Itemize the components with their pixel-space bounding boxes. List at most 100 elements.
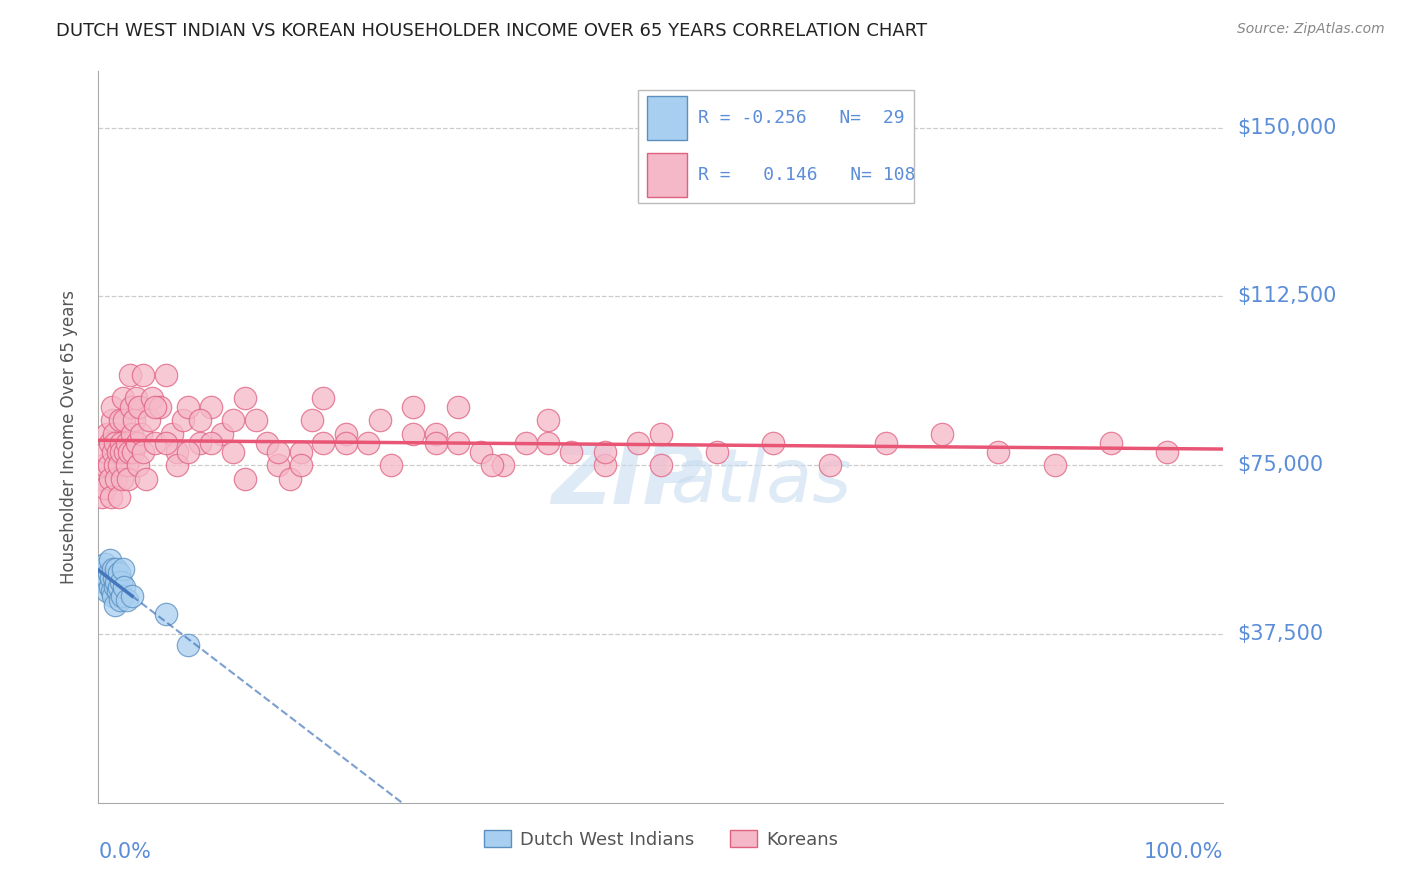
Point	[267, 444, 290, 458]
Point	[117, 472, 139, 486]
Point	[96, 571, 118, 585]
Point	[98, 435, 121, 450]
Point	[121, 589, 143, 603]
Text: R = -0.256   N=  29: R = -0.256 N= 29	[697, 109, 904, 127]
Point	[132, 368, 155, 383]
Point	[593, 444, 616, 458]
Point	[112, 580, 135, 594]
Point	[98, 580, 121, 594]
Point	[143, 400, 166, 414]
Point	[115, 593, 138, 607]
Point	[94, 481, 117, 495]
Text: $150,000: $150,000	[1237, 118, 1337, 137]
Point	[762, 435, 785, 450]
Point	[149, 400, 172, 414]
Point	[188, 435, 211, 450]
Point	[335, 426, 357, 441]
Text: ZIP: ZIP	[551, 441, 703, 522]
Point	[93, 575, 115, 590]
Point	[492, 458, 515, 473]
FancyBboxPatch shape	[638, 90, 914, 203]
Point	[128, 400, 150, 414]
Point	[125, 435, 148, 450]
Point	[105, 562, 128, 576]
Point	[96, 426, 118, 441]
Point	[112, 413, 135, 427]
Point	[560, 444, 582, 458]
Text: R =   0.146   N= 108: R = 0.146 N= 108	[697, 166, 915, 184]
Point	[172, 413, 194, 427]
Point	[108, 593, 131, 607]
Point	[114, 444, 136, 458]
Point	[91, 472, 114, 486]
Point	[104, 580, 127, 594]
Point	[101, 584, 124, 599]
Point	[97, 566, 120, 581]
Point	[124, 391, 146, 405]
Point	[312, 391, 335, 405]
Point	[101, 562, 124, 576]
Point	[101, 444, 124, 458]
Point	[200, 400, 222, 414]
Point	[112, 391, 135, 405]
Text: DUTCH WEST INDIAN VS KOREAN HOUSEHOLDER INCOME OVER 65 YEARS CORRELATION CHART: DUTCH WEST INDIAN VS KOREAN HOUSEHOLDER …	[56, 22, 928, 40]
Point	[627, 435, 650, 450]
Point	[96, 444, 118, 458]
Point	[155, 435, 177, 450]
Point	[481, 458, 503, 473]
Point	[290, 458, 312, 473]
Point	[110, 435, 132, 450]
Point	[166, 458, 188, 473]
Point	[177, 444, 200, 458]
Point	[233, 472, 256, 486]
Point	[105, 575, 128, 590]
Point	[470, 444, 492, 458]
Point	[122, 444, 145, 458]
Point	[380, 458, 402, 473]
Legend: Dutch West Indians, Koreans: Dutch West Indians, Koreans	[477, 823, 845, 856]
Text: $112,500: $112,500	[1237, 286, 1337, 307]
Point	[101, 589, 124, 603]
Point	[447, 435, 470, 450]
Point	[107, 490, 129, 504]
Point	[256, 435, 278, 450]
Point	[301, 413, 323, 427]
Point	[107, 580, 129, 594]
Point	[104, 598, 127, 612]
Text: $37,500: $37,500	[1237, 624, 1323, 644]
Point	[335, 435, 357, 450]
Point	[222, 413, 245, 427]
Point	[537, 413, 560, 427]
FancyBboxPatch shape	[647, 96, 686, 140]
Point	[132, 444, 155, 458]
Point	[104, 458, 127, 473]
Point	[211, 426, 233, 441]
Point	[120, 400, 142, 414]
Point	[100, 490, 122, 504]
Point	[155, 607, 177, 621]
Point	[987, 444, 1010, 458]
Point	[98, 553, 121, 567]
Point	[138, 413, 160, 427]
Point	[1099, 435, 1122, 450]
Point	[90, 490, 112, 504]
Point	[90, 562, 112, 576]
Point	[107, 444, 129, 458]
Point	[94, 558, 117, 572]
Point	[115, 435, 138, 450]
Point	[650, 458, 672, 473]
Point	[111, 472, 134, 486]
Point	[103, 426, 125, 441]
Point	[100, 571, 122, 585]
Point	[110, 444, 132, 458]
Point	[200, 435, 222, 450]
Point	[312, 435, 335, 450]
Point	[425, 435, 447, 450]
Point	[101, 413, 124, 427]
Point	[515, 435, 537, 450]
Point	[115, 458, 138, 473]
Point	[112, 562, 135, 576]
Point	[166, 444, 188, 458]
Point	[101, 400, 124, 414]
Point	[107, 566, 129, 581]
